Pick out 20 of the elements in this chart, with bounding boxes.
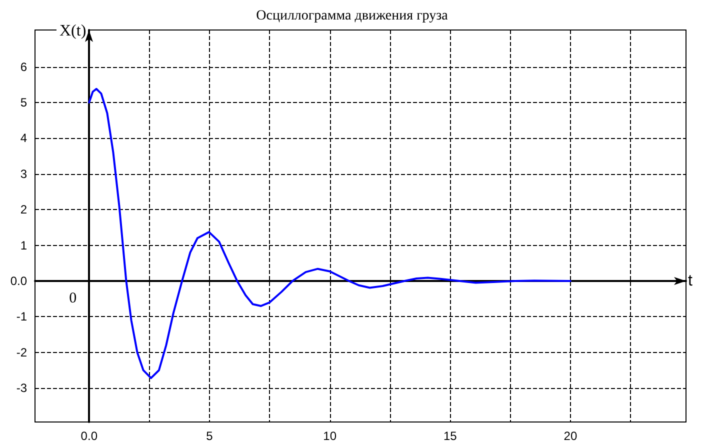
y-tick-label: 5 [20,95,28,110]
y-tick-label: 2 [20,202,28,217]
annotation: 0 [69,290,77,306]
line-series [88,88,572,380]
y-tick-label: -2 [16,345,28,360]
x-axis-title: t [688,272,693,290]
y-axis-title: X(t) [59,22,86,40]
chart-title: Осциллограмма движения груза [256,8,449,24]
x-tick-label: 0.0 [80,429,98,443]
y-tick-label: -1 [16,310,28,324]
y-tick-label: 4 [20,131,28,146]
y-tick-label: -3 [16,381,28,396]
x-tick-label: 10 [323,429,337,443]
y-tick-label: 1 [20,238,28,252]
y-tick-label: 0.0 [10,274,28,288]
y-tick-label: 6 [20,60,28,74]
x-tick-label: 15 [443,429,458,443]
x-tick-label: 20 [564,429,578,443]
y-tick-label: 3 [20,166,28,181]
x-tick-label: 5 [206,429,214,443]
